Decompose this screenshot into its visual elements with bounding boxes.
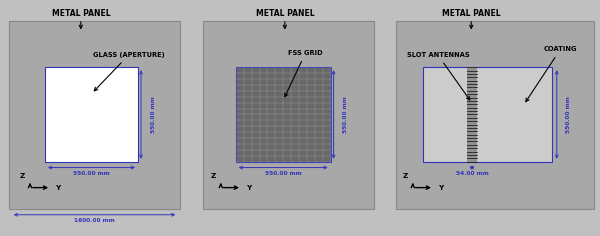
Text: Y: Y — [55, 185, 61, 191]
Bar — [236, 67, 331, 162]
Bar — [45, 67, 138, 162]
Text: Y: Y — [246, 185, 251, 191]
Text: METAL PANEL: METAL PANEL — [442, 9, 500, 18]
Text: FSS GRID: FSS GRID — [285, 50, 323, 97]
Bar — [236, 67, 331, 162]
Bar — [467, 67, 478, 162]
Bar — [9, 21, 180, 209]
Bar — [203, 21, 374, 209]
Text: 550.00 mm: 550.00 mm — [151, 96, 155, 133]
Bar — [396, 21, 594, 209]
Text: Y: Y — [438, 185, 443, 191]
Text: COATING: COATING — [526, 46, 577, 102]
Text: SLOT ANTENNAS: SLOT ANTENNAS — [407, 52, 470, 100]
Text: 550.00 mm: 550.00 mm — [343, 96, 348, 133]
Text: 550.00 mm: 550.00 mm — [73, 171, 110, 176]
Text: Z: Z — [211, 173, 215, 179]
Text: METAL PANEL: METAL PANEL — [256, 9, 314, 18]
Text: 1600.00 mm: 1600.00 mm — [74, 218, 115, 223]
Bar — [423, 67, 552, 162]
Text: GLASS (APERTURE): GLASS (APERTURE) — [93, 52, 164, 91]
Text: 54.00 mm: 54.00 mm — [455, 171, 488, 176]
Text: Z: Z — [20, 173, 25, 179]
Text: METAL PANEL: METAL PANEL — [52, 9, 110, 18]
Bar — [45, 67, 138, 162]
Text: Z: Z — [403, 173, 407, 179]
Bar — [423, 67, 552, 162]
Text: 550.00 mm: 550.00 mm — [265, 171, 302, 176]
Text: 550.00 mm: 550.00 mm — [566, 96, 571, 133]
